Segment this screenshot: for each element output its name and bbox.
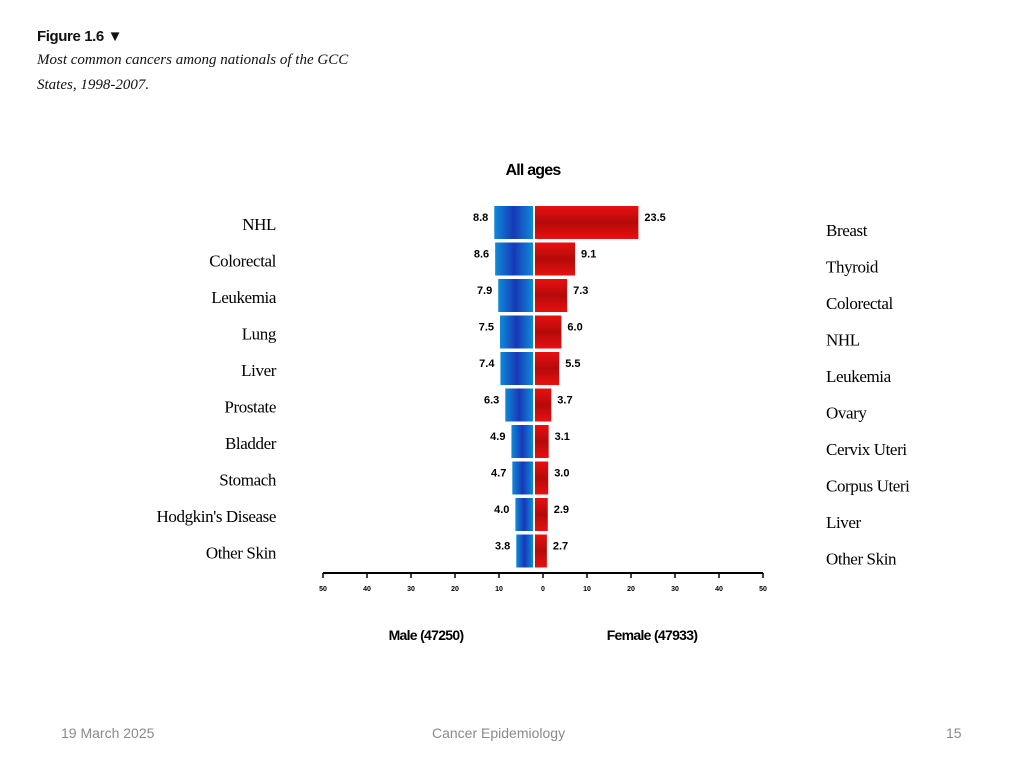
tick-label: 30 [671,586,679,593]
male-value-label: 6.3 [484,395,499,407]
figure-header: Figure 1.6 ▼ Most common cancers among n… [37,28,367,98]
female-value-label: 2.9 [554,504,569,516]
female-value-label: 6.0 [567,322,582,334]
female-category-label: Corpus Uteri [826,477,910,496]
female-category-label: Cervix Uteri [826,440,907,459]
chart-title: All ages [506,162,562,179]
male-category-label: Prostate [224,398,276,417]
female-bar [535,498,548,531]
male-category-label: NHL [242,215,276,234]
female-bar [535,206,639,239]
figure-caption: Most common cancers among nationals of t… [37,52,349,93]
male-bar [494,206,533,239]
tick-label: 20 [627,586,635,593]
male-category-label: Other Skin [206,544,277,563]
tick-label: 50 [759,586,767,593]
female-axis-label: Female (47933) [607,627,698,643]
figure-label: Figure 1.6 ▼ [37,28,123,45]
female-value-label: 23.5 [644,212,665,224]
male-value-label: 8.8 [473,212,488,224]
male-bar [511,425,533,458]
male-value-label: 8.6 [474,249,489,261]
male-value-label: 7.4 [479,358,495,370]
female-bar [535,425,549,458]
female-bar [535,388,552,422]
male-bar [516,534,533,568]
page-number: 15 [946,725,962,741]
male-value-label: 7.9 [477,285,492,297]
tick-label: 20 [451,586,459,593]
tick-label: 0 [541,586,545,593]
male-bar [505,388,533,422]
footer-title: Cancer Epidemiology [432,725,566,741]
male-bar [495,242,533,276]
male-category-label: Colorectal [209,252,276,271]
male-axis-label: Male (47250) [389,627,464,643]
female-value-label: 2.7 [553,541,568,553]
male-value-label: 7.5 [479,322,494,334]
tick-label: 40 [363,586,371,593]
male-category-label: Lung [242,325,277,344]
x-axis: 50 40 30 20 10 0 10 20 30 40 50 [319,572,767,593]
tick-label: 50 [319,586,327,593]
female-bar [535,315,562,349]
female-value-label: 9.1 [581,249,596,261]
female-category-label: Breast [826,221,868,240]
female-category-label: Colorectal [826,294,893,313]
female-value-label: 3.0 [554,468,569,480]
female-category-label: Leukemia [826,367,892,386]
female-value-label: 3.7 [557,395,572,407]
female-bar [535,279,568,312]
female-category-label: Liver [826,513,862,532]
male-value-label: 3.8 [495,541,510,553]
female-value-label: 3.1 [555,431,570,443]
male-bar [500,352,533,385]
footer-date: 19 March 2025 [61,725,155,741]
tick-label: 10 [583,586,591,593]
female-value-label: 7.3 [573,285,588,297]
male-category-label: Bladder [225,434,277,453]
bars-group: 8.8 NHL 8.6 Colorectal 7.9 Leukemia 7.5 Lung 7.4… [157,206,911,569]
female-bar [535,534,547,568]
tick-label: 30 [407,586,415,593]
female-category-label: Other Skin [826,550,897,569]
male-bar [515,498,533,531]
male-category-label: Stomach [219,471,277,490]
male-value-label: 4.9 [490,431,505,443]
male-bar [498,279,533,312]
male-bar [512,461,533,495]
male-category-label: Leukemia [211,288,277,307]
male-category-label: Liver [241,361,277,380]
female-bar [535,461,549,495]
female-value-label: 5.5 [565,358,580,370]
female-category-label: NHL [826,331,860,350]
female-category-label: Thyroid [826,258,879,277]
male-category-label: Hodgkin's Disease [157,507,277,526]
tick-label: 10 [495,586,503,593]
male-value-label: 4.0 [494,504,509,516]
male-value-label: 4.7 [491,468,506,480]
female-bar [535,352,560,385]
female-category-label: Ovary [826,404,867,423]
female-bar [535,242,576,276]
tick-label: 40 [715,586,723,593]
male-bar [500,315,533,349]
